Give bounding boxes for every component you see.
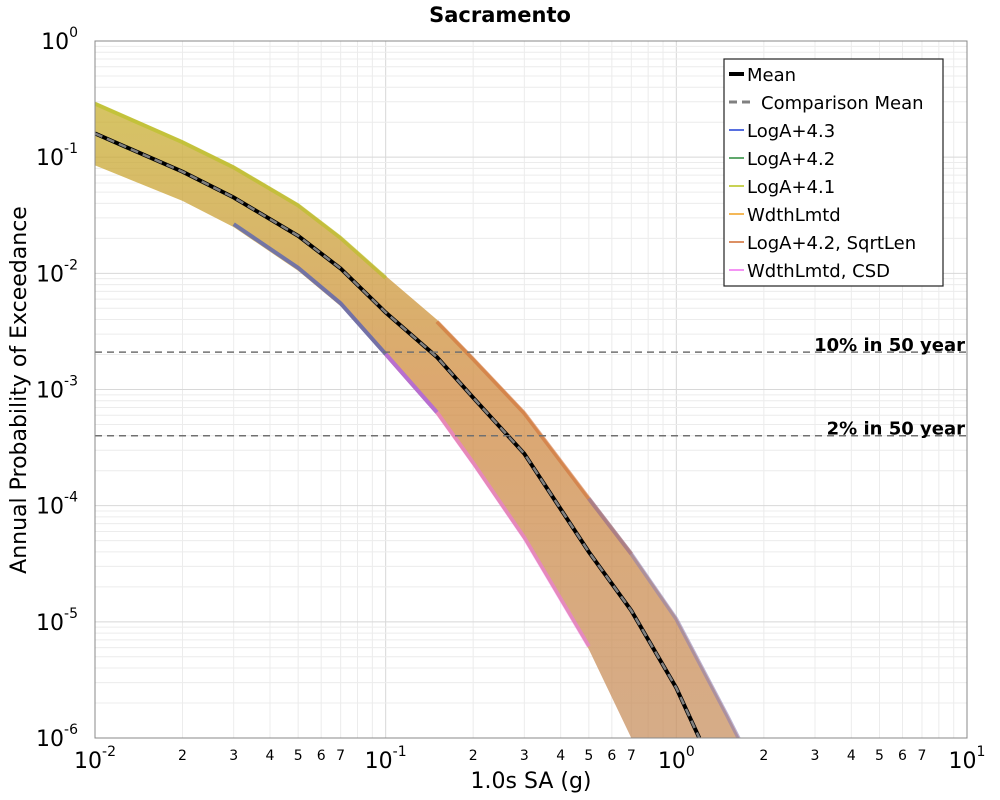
legend-label: Mean [747,65,796,86]
series-edge-loga41 [95,101,388,280]
reference-line-label: 10% in 50 year [814,335,965,356]
y-tick-label: 10-4 [36,490,78,520]
y-tick-label: 10-5 [36,606,78,636]
x-minor-tick-label: 2 [178,748,187,764]
x-minor-tick-label: 5 [584,748,593,764]
y-tick-label: 100 [41,25,78,55]
x-minor-tick-label: 5 [875,748,884,764]
x-minor-tick-label: 4 [847,748,856,764]
x-minor-tick-label: 6 [607,748,616,764]
y-axis-label: Annual Probability of Exceedance [7,206,32,574]
x-tick-label: 101 [949,744,986,774]
legend-label: Comparison Mean [761,93,924,114]
plot-frame [94,40,968,739]
legend-label: LogA+4.2 [747,149,835,170]
x-minor-tick-label: 7 [336,748,345,764]
y-tick-label: 10-2 [36,257,78,287]
x-minor-tick-label: 6 [317,748,326,764]
curve-envelope-band [95,101,740,738]
series-edge-upper-tail [587,497,741,738]
y-tick-label: 10-3 [36,374,78,404]
x-tick-label: 10-1 [365,744,407,774]
x-minor-tick-label: 2 [759,748,768,764]
x-tick-label: 100 [658,744,695,774]
x-minor-tick-label: 6 [898,748,907,764]
y-tick-label: 10-1 [36,141,78,171]
chart-title: Sacramento [429,3,571,27]
x-minor-tick-label: 3 [520,748,529,764]
x-minor-tick-label: 7 [918,748,927,764]
x-minor-tick-label: 3 [229,748,238,764]
x-minor-tick-label: 7 [627,748,636,764]
series-edge-wdthlmtd-csd [384,352,591,648]
x-minor-tick-label: 2 [469,748,478,764]
legend-label: WdthLmtd [747,205,841,226]
legend-label: LogA+4.3 [747,121,835,142]
reference-line-label: 2% in 50 year [827,419,965,440]
legend-box [723,58,944,287]
x-minor-tick-label: 4 [266,748,275,764]
x-minor-tick-label: 3 [811,748,820,764]
legend-label: LogA+4.1 [747,177,835,198]
series-line-comparison-mean [95,132,701,738]
x-minor-tick-label: 5 [294,748,303,764]
x-tick-label: 10-2 [74,744,116,774]
x-minor-tick-label: 4 [556,748,565,764]
y-tick-label: 10-6 [36,722,78,752]
legend-label: LogA+4.2, SqrtLen [747,233,916,254]
x-axis-label: 1.0s SA (g) [471,769,592,794]
legend-label: WdthLmtd, CSD [747,261,890,282]
